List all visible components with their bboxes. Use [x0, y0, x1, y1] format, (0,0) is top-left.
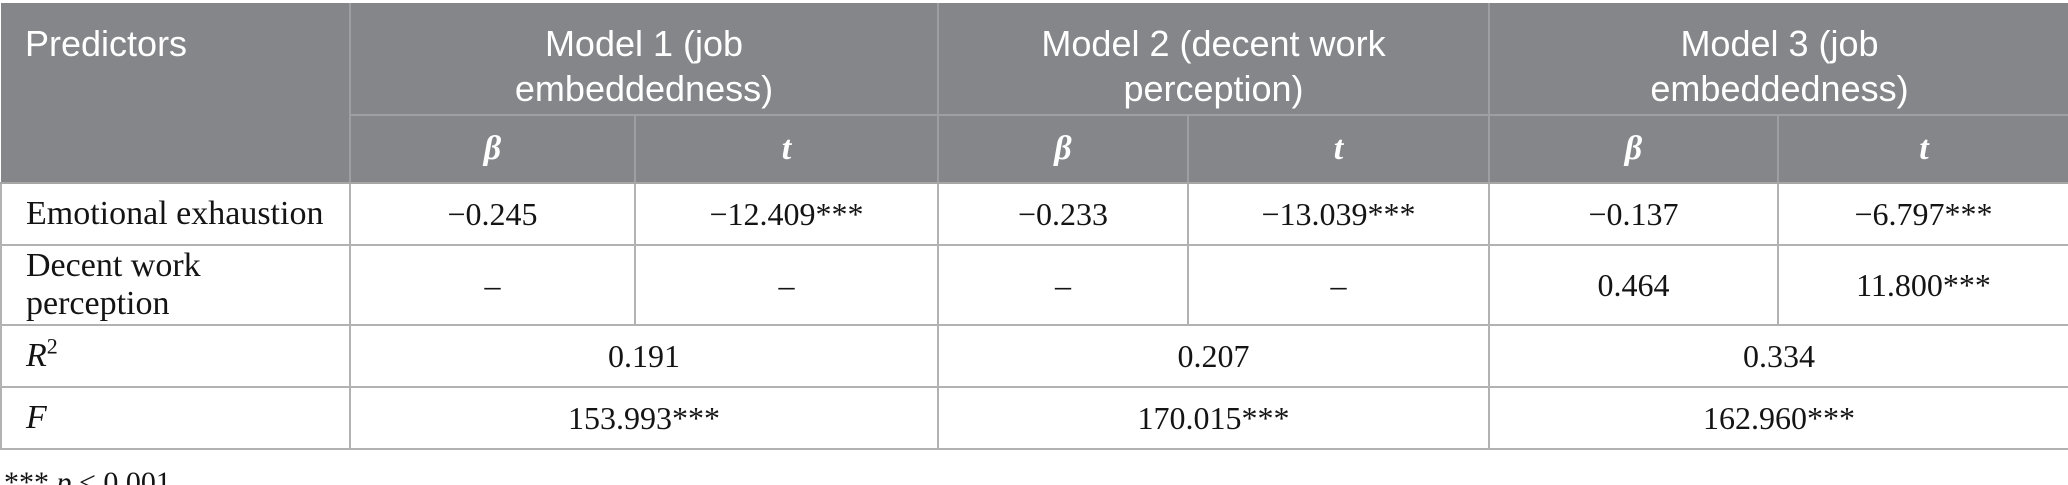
header-sub-row: β t β t β t	[1, 115, 2068, 184]
cell-emotional-exhaustion-m2-beta: −0.233	[937, 182, 1189, 246]
row-label-f-statistic: F	[0, 386, 351, 450]
row-emotional-exhaustion: Emotional exhaustion −0.245 −12.409*** −…	[0, 182, 2068, 246]
cell-decent-work-m3-beta: 0.464	[1488, 244, 1779, 326]
cell-decent-work-m3-t: 11.800***	[1777, 244, 2068, 326]
cell-emotional-exhaustion-m2-t: −13.039***	[1187, 182, 1490, 246]
row-r-squared: R2 0.191 0.207 0.334	[0, 324, 2068, 388]
subheader-t-model1: t	[634, 115, 939, 184]
column-header-predictors: Predictors	[1, 3, 351, 184]
regression-results-table: Predictors Model 1 (job embeddedness) Mo…	[0, 3, 2068, 450]
model3-header-label: Model 3 (job embeddedness)	[1650, 23, 1909, 109]
subheader-t-model2: t	[1187, 115, 1490, 184]
footnote-p-symbol: p	[56, 466, 72, 485]
row-label-decent-work-perception: Decent work perception	[0, 244, 351, 326]
subheader-beta-model2: β	[937, 115, 1189, 184]
subheader-t-model3: t	[1777, 115, 2068, 184]
cell-r-squared-model3: 0.334	[1488, 324, 2068, 388]
row-f-statistic: F 153.993*** 170.015*** 162.960***	[0, 386, 2068, 450]
row-label-r-squared: R2	[0, 324, 351, 388]
cell-r-squared-model2: 0.207	[937, 324, 1490, 388]
row-decent-work-perception: Decent work perception – – – – 0.464 11.…	[0, 244, 2068, 326]
cell-f-statistic-model3: 162.960***	[1488, 386, 2068, 450]
cell-decent-work-m2-beta: –	[937, 244, 1189, 326]
footnote-stars: ***	[4, 466, 57, 485]
cell-decent-work-m1-beta: –	[349, 244, 636, 326]
cell-emotional-exhaustion-m3-t: −6.797***	[1777, 182, 2068, 246]
cell-emotional-exhaustion-m1-t: −12.409***	[634, 182, 939, 246]
cell-decent-work-m1-t: –	[634, 244, 939, 326]
header-group-row: Predictors Model 1 (job embeddedness) Mo…	[1, 3, 2068, 184]
cell-emotional-exhaustion-m1-beta: −0.245	[349, 182, 636, 246]
row-label-emotional-exhaustion: Emotional exhaustion	[0, 182, 351, 246]
column-header-model3: Model 3 (job embeddedness)	[1488, 3, 2068, 116]
f-statistic-letter: F	[26, 399, 47, 436]
cell-f-statistic-model1: 153.993***	[349, 386, 939, 450]
model2-header-label: Model 2 (decent work perception)	[1041, 23, 1386, 109]
r-squared-letter: R	[26, 337, 47, 374]
significance-footnote: *** p < 0.001.	[4, 466, 2068, 485]
r-squared-superscript: 2	[46, 333, 58, 359]
cell-decent-work-m2-t: –	[1187, 244, 1490, 326]
cell-f-statistic-model2: 170.015***	[937, 386, 1490, 450]
subheader-beta-model3: β	[1488, 115, 1779, 184]
column-header-model1: Model 1 (job embeddedness)	[349, 3, 939, 116]
column-header-model2: Model 2 (decent work perception)	[937, 3, 1490, 116]
cell-r-squared-model1: 0.191	[349, 324, 939, 388]
cell-emotional-exhaustion-m3-beta: −0.137	[1488, 182, 1779, 246]
model1-header-label: Model 1 (job embeddedness)	[514, 23, 774, 109]
footnote-threshold: < 0.001.	[71, 466, 179, 485]
subheader-beta-model1: β	[349, 115, 636, 184]
